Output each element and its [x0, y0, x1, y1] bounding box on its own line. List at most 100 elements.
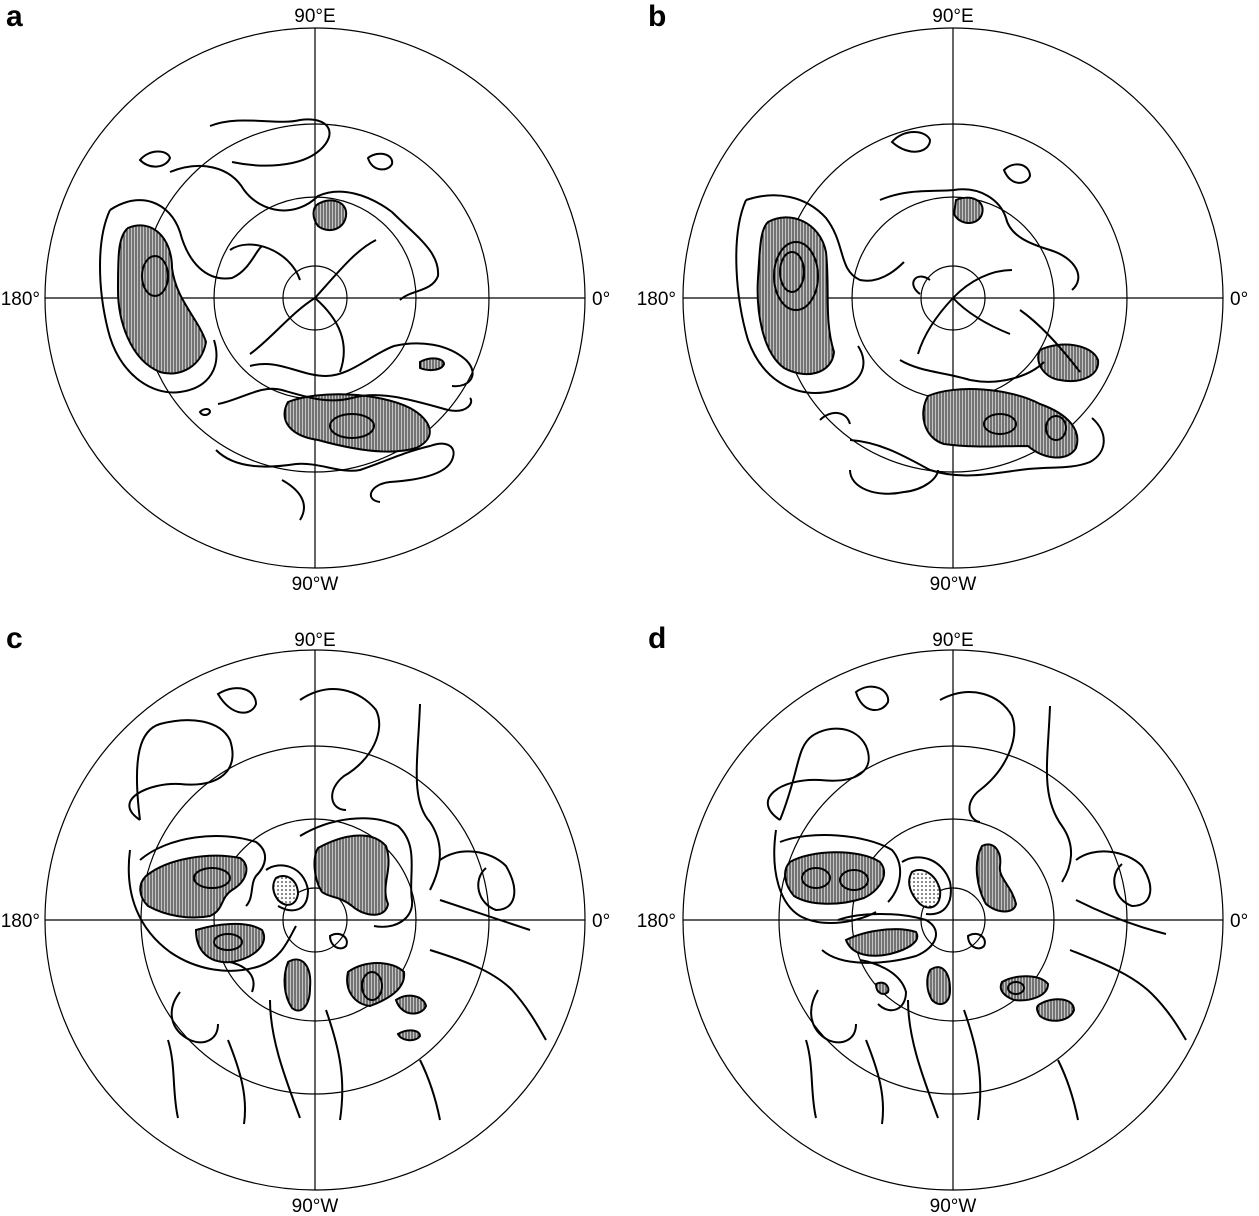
panel-c-contours: [127, 687, 547, 1125]
panel-a-label-left: 180°: [1, 289, 40, 310]
panel-b-contour: [849, 469, 939, 495]
panel-a-contour: [229, 239, 377, 373]
panel-c-contour: [328, 932, 348, 950]
panel-b-label-bottom: 90°W: [930, 574, 977, 595]
panel-b-shaded-region: [952, 196, 984, 224]
panel-d-contour: [1069, 949, 1187, 1041]
panel-c-contour: [128, 719, 234, 821]
panel-b-contour: [779, 251, 805, 293]
panel-a-shaded-region: [116, 224, 208, 375]
panel-a-shaded-region: [419, 357, 446, 372]
panel-d-contour: [1007, 981, 1025, 995]
panel-c-shaded-region: [346, 962, 406, 1008]
panel-d-contour: [1045, 705, 1072, 883]
panel-d-label-bottom: 90°W: [930, 1196, 977, 1216]
panel-c-contour: [439, 850, 531, 931]
panel-c-label-top: 90°E: [294, 630, 335, 651]
panel-d-contour: [773, 829, 877, 924]
panel-d-contour: [766, 727, 870, 821]
panel-a-contour: [329, 413, 375, 439]
panel-c-contour: [167, 999, 441, 1125]
panel-d-contour: [810, 989, 857, 1044]
panel-c-shaded-region: [396, 1029, 422, 1042]
panel-d-dotted-region: [908, 869, 942, 909]
panel-a-contour: [217, 387, 473, 412]
panel-d-contour: [859, 959, 908, 1012]
panel-c-shaded-region: [139, 854, 248, 919]
panel-d-contour: [779, 834, 902, 903]
panel-d-grid: [682, 649, 1224, 1191]
panel-d-contour: [966, 932, 986, 950]
panel-a-contour: [169, 165, 440, 301]
panel-a-label-bottom: 90°W: [292, 574, 339, 595]
panel-b-label-right: 0°: [1230, 289, 1248, 310]
panel-d-shaded-region: [926, 966, 952, 1006]
panel-c-shaded-region: [394, 994, 428, 1015]
panel-c-contour: [429, 949, 547, 1041]
panel-b-letter: b: [648, 0, 667, 33]
panel-c-contour: [193, 867, 231, 889]
panel-a-contour: [215, 442, 455, 503]
panel-a-contour: [198, 408, 212, 416]
panel-c-contour: [229, 961, 255, 993]
panel-d-label-top: 90°E: [932, 630, 973, 651]
panel-d-contour: [839, 869, 869, 891]
panel-a-contours: [99, 118, 474, 521]
panel-b: [682, 27, 1224, 569]
panel-d-letter: d: [648, 622, 667, 655]
panel-d-label-left: 180°: [637, 911, 676, 932]
panel-c-contour: [170, 991, 219, 1044]
panel-d-contour: [821, 913, 938, 964]
panel-c-letter: c: [6, 622, 23, 655]
panel-b-contour: [890, 131, 932, 153]
panel-d-shaded-region: [1036, 998, 1076, 1022]
panel-b-label-top: 90°E: [932, 6, 973, 27]
panel-b-contour: [912, 269, 1013, 355]
panel-c-contour: [361, 971, 383, 1001]
panel-b-contour: [745, 194, 905, 282]
panel-a-contour: [249, 342, 474, 388]
panel-c-contour: [127, 849, 297, 972]
panel-b-contour: [1045, 415, 1067, 441]
panel-c-label-left: 180°: [1, 911, 40, 932]
panel-d-shaded-region: [874, 981, 890, 995]
panel-c-shaded-region: [194, 922, 265, 964]
panel-d-shaded-region: [784, 851, 885, 905]
panel-c-contour: [216, 687, 258, 714]
panel-b-contour: [983, 413, 1017, 435]
panel-c-dotted-region: [272, 875, 300, 906]
panel-d-contour: [805, 999, 1079, 1125]
panel-a-label-top: 90°E: [294, 6, 335, 27]
panel-d-contours: [766, 685, 1187, 1125]
panel-c-contour: [213, 933, 243, 951]
panel-c-grid: [44, 649, 586, 1191]
panel-d-label-right: 0°: [1230, 911, 1248, 932]
panel-b-contour: [735, 199, 865, 394]
panel-b-contour: [879, 188, 1080, 291]
panel-c-contour: [299, 817, 414, 928]
panel-b-contour: [1002, 163, 1032, 184]
panel-b-label-left: 180°: [637, 289, 676, 310]
panel-d-contour: [854, 685, 890, 711]
panel-a-label-right: 0°: [592, 289, 610, 310]
panel-c-label-right: 0°: [592, 911, 610, 932]
panel-a-contour: [99, 209, 218, 394]
panel-a-shaded-region: [312, 199, 348, 232]
panel-a-contour: [366, 152, 394, 171]
panel-d: [682, 649, 1224, 1191]
panel-c-contour: [139, 835, 266, 907]
panel-a-contour: [138, 150, 172, 168]
panel-d-shaded-region: [844, 928, 919, 957]
panel-c-shaded-region: [313, 834, 390, 916]
panel-c-label-bottom: 90°W: [292, 1196, 339, 1216]
panel-b-contour: [849, 417, 1105, 477]
panel-d-contour: [901, 856, 952, 916]
panel-d-contour: [801, 867, 831, 889]
panel-d-contour: [1075, 850, 1167, 935]
panel-a-letter: a: [6, 0, 23, 33]
panel-c: [44, 649, 586, 1191]
panel-b-shaded-region: [756, 216, 836, 376]
panel-b-contour: [819, 412, 851, 425]
panel-c-shaded-region: [283, 958, 312, 1012]
